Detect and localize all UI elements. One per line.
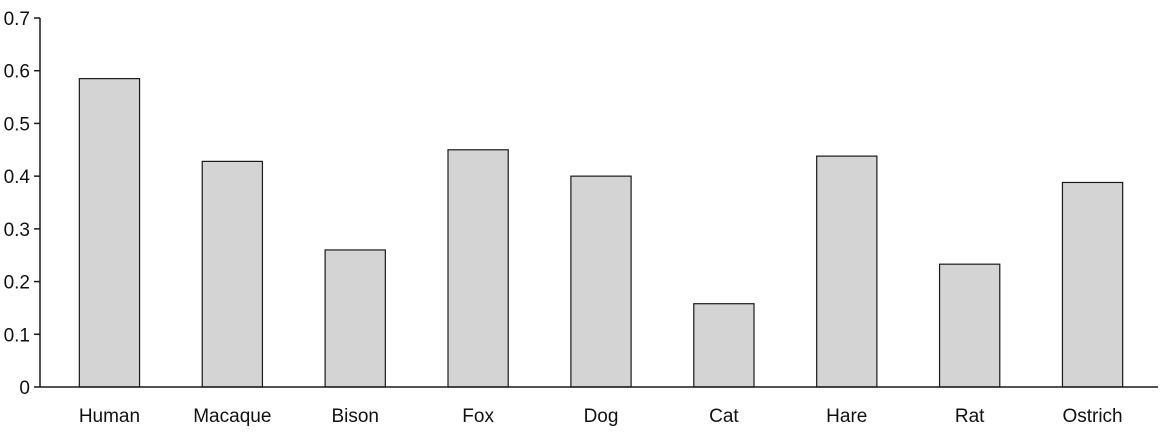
bars-group: [78, 78, 1124, 388]
x-category-label: Bison: [331, 406, 379, 427]
x-category-label: Cat: [709, 406, 739, 427]
bar-human: [78, 78, 141, 388]
y-tick-label: 0.5: [4, 114, 30, 135]
x-axis: Human Macaque Bison Fox Dog Cat Hare Rat Ostrich: [40, 386, 1158, 427]
y-tick-label: 0.1: [4, 325, 30, 346]
bar-dog: [570, 175, 632, 388]
bar-fox: [447, 149, 509, 388]
bar-macaque: [201, 160, 264, 388]
x-category-label: Ostrich: [1062, 406, 1122, 427]
x-category-label: Rat: [955, 406, 985, 427]
y-tick-label: 0: [19, 378, 30, 399]
bar-cat: [693, 303, 755, 388]
y-tick-label: 0.2: [4, 273, 30, 294]
bar-hare: [816, 155, 878, 388]
bar-rat: [938, 263, 1001, 388]
y-axis: 0 0.1 0.2 0.3 0.4 0.5 0.6 0.7: [4, 9, 41, 399]
bar-bison: [324, 249, 386, 388]
x-category-label: Dog: [584, 406, 619, 427]
bar-ostrich: [1061, 181, 1124, 388]
y-tick-label: 0.6: [4, 62, 30, 83]
x-category-label: Hare: [826, 406, 867, 427]
x-category-label: Fox: [462, 406, 494, 427]
y-tick-label: 0.3: [4, 220, 30, 241]
x-category-label: Macaque: [193, 406, 271, 427]
y-tick-label: 0.7: [4, 9, 30, 30]
y-tick-label: 0.4: [4, 167, 31, 188]
x-category-label: Human: [79, 406, 140, 427]
